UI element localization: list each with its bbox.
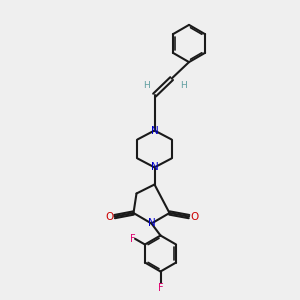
Text: O: O bbox=[190, 212, 199, 222]
Text: H: H bbox=[180, 81, 187, 90]
Text: N: N bbox=[151, 125, 158, 136]
Text: N: N bbox=[151, 162, 158, 172]
Text: F: F bbox=[130, 234, 136, 244]
Text: F: F bbox=[158, 283, 163, 293]
Text: H: H bbox=[144, 81, 150, 90]
Text: N: N bbox=[148, 218, 155, 229]
Text: O: O bbox=[105, 212, 113, 222]
